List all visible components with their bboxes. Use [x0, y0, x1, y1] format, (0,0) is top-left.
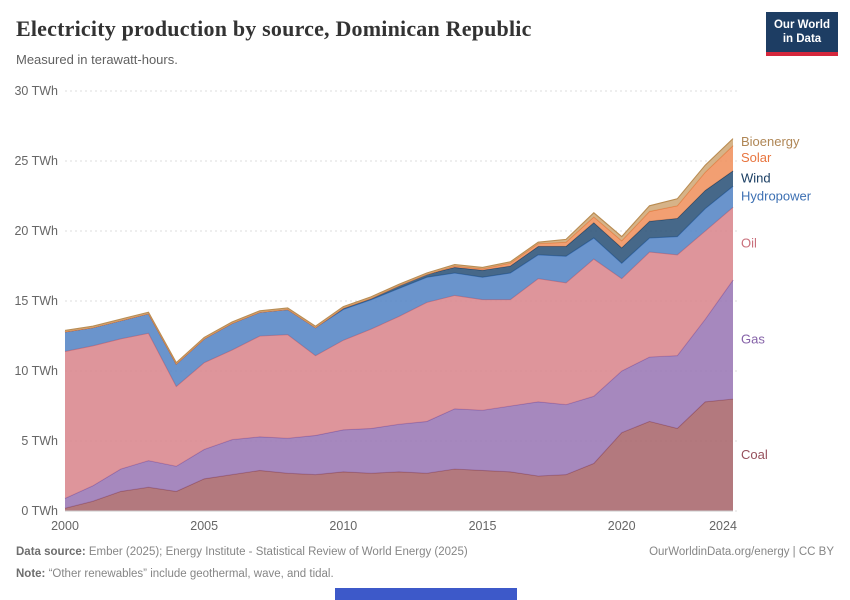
y-tick-label: 15 TWh: [14, 294, 58, 308]
footer-link[interactable]: OurWorldinData.org/energy | CC BY: [649, 546, 834, 558]
owid-logo-line2: in Data: [782, 33, 822, 45]
series-label-wind[interactable]: Wind: [741, 171, 771, 186]
y-tick-label: 20 TWh: [14, 224, 58, 238]
area-oil[interactable]: [65, 207, 733, 499]
area-hydropower[interactable]: [65, 186, 733, 387]
x-tick-label: 2024: [709, 519, 737, 533]
bottom-accent-bar: [335, 588, 517, 600]
x-tick-label: 2020: [608, 519, 636, 533]
x-tick-label: 2010: [329, 519, 357, 533]
y-tick-label: 25 TWh: [14, 154, 58, 168]
note-label: Note:: [16, 568, 46, 580]
y-tick-label: 0 TWh: [21, 504, 58, 518]
series-label-oil[interactable]: Oil: [741, 236, 757, 251]
footer-note: Note: “Other renewables” include geother…: [16, 568, 334, 580]
series-label-hydropower[interactable]: Hydropower: [741, 189, 812, 204]
owid-logo[interactable]: Our World in Data: [766, 12, 838, 56]
note-text: “Other renewables” include geothermal, w…: [45, 568, 334, 580]
series-label-coal[interactable]: Coal: [741, 447, 768, 462]
y-tick-label: 10 TWh: [14, 364, 58, 378]
area-line-bioenergy: [64, 138, 734, 364]
series-label-gas[interactable]: Gas: [741, 332, 765, 347]
series-label-solar[interactable]: Solar: [741, 150, 772, 165]
x-tick-label: 2005: [190, 519, 218, 533]
area-coal[interactable]: [65, 399, 733, 511]
datasource-text: Ember (2025); Energy Institute - Statist…: [85, 546, 468, 558]
x-tick-label: 2015: [469, 519, 497, 533]
datasource-label: Data source:: [16, 546, 86, 558]
series-label-bioenergy[interactable]: Bioenergy: [741, 134, 800, 149]
chart-title: Electricity production by source, Domini…: [16, 16, 532, 41]
area-gas[interactable]: [65, 280, 733, 509]
owid-logo-line1: Our World: [773, 18, 830, 31]
y-tick-label: 30 TWh: [14, 84, 58, 98]
chart-subtitle: Measured in terawatt-hours.: [16, 52, 178, 67]
x-tick-label: 2000: [51, 519, 79, 533]
y-tick-label: 5 TWh: [21, 434, 58, 448]
footer-datasource: Data source: Ember (2025); Energy Instit…: [16, 546, 468, 558]
